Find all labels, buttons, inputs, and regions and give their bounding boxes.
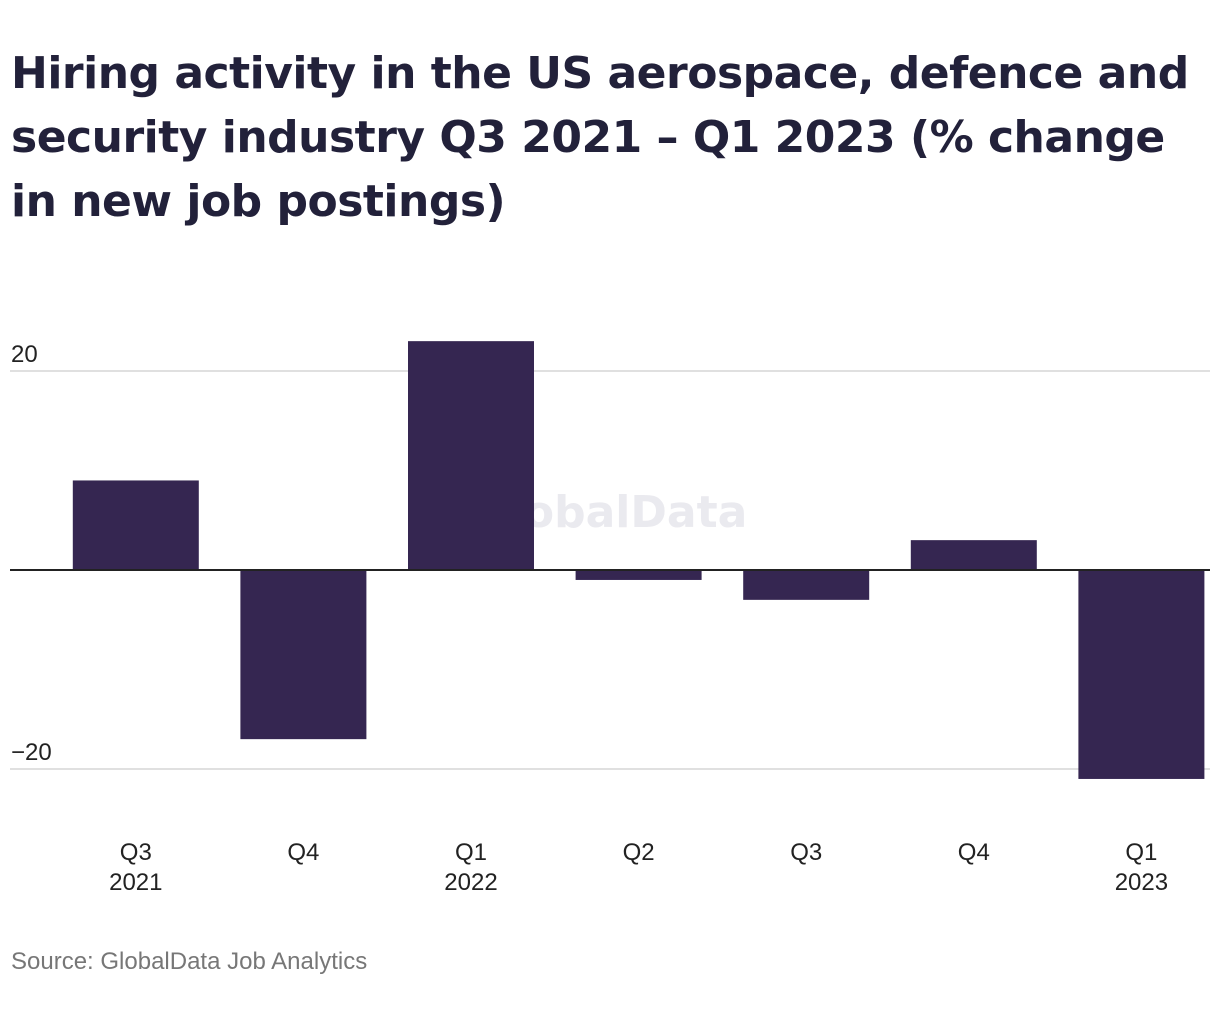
x-tick-label: Q3 [790, 839, 822, 866]
x-tick-label: Q4 [958, 839, 990, 866]
x-tick-label: Q2 [623, 839, 655, 866]
bar [1078, 570, 1205, 779]
x-tick-label: Q3 [120, 839, 152, 866]
bar [910, 540, 1037, 570]
x-tick-label-year: 2021 [109, 869, 162, 896]
gridlines [10, 370, 1210, 770]
bars [72, 341, 1205, 779]
x-tick-label-year: 2023 [1115, 869, 1168, 896]
x-tick-label: Q4 [287, 839, 319, 866]
bar [408, 341, 534, 570]
bar [743, 570, 870, 600]
x-tick-label: Q1 [455, 839, 487, 866]
bar [575, 570, 702, 580]
bar [72, 480, 199, 570]
y-tick-label: −20 [11, 739, 52, 766]
x-tick-label-year: 2022 [444, 869, 497, 896]
source-note: Source: GlobalData Job Analytics [11, 948, 368, 975]
chart-title: Hiring activity in the US aerospace, def… [11, 48, 1189, 227]
y-tick-labels: 20 −20 [11, 341, 52, 766]
x-tick-label: Q1 [1125, 839, 1157, 866]
bar [240, 570, 367, 740]
y-tick-label: 20 [11, 341, 38, 368]
x-tick-labels: Q3 2021 Q4 Q1 2022 Q2 Q3 Q4 Q1 2023 [109, 839, 1168, 896]
